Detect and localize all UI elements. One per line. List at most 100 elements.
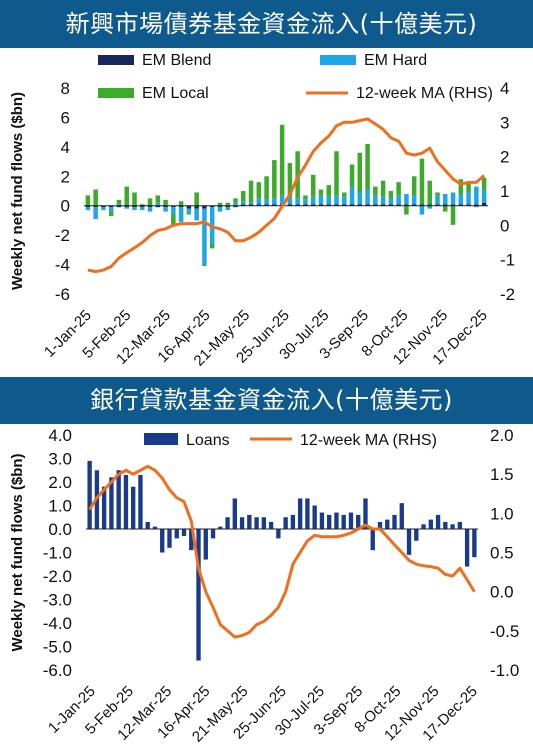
em-local-bar xyxy=(272,160,277,199)
loans-bar xyxy=(327,514,332,529)
em-blend-bar xyxy=(349,204,355,206)
em-hard-bar xyxy=(373,195,378,205)
em-hard-bar xyxy=(116,204,122,206)
em-blend-bar xyxy=(295,204,300,206)
em-hard-bar xyxy=(334,195,339,205)
em-hard-bar xyxy=(318,195,324,205)
y-tick-label: 2 xyxy=(61,167,70,186)
em-blend-bar xyxy=(396,204,401,206)
em-local-bar xyxy=(163,199,168,206)
y-axis-label: Weekly net fund flows ($bn) xyxy=(9,453,26,651)
em-hard-bar xyxy=(85,207,91,211)
y2-tick-label: 2.0 xyxy=(490,426,514,445)
em-hard-bar xyxy=(202,208,207,265)
loans-bar xyxy=(131,486,136,529)
em-blend-bar xyxy=(481,202,487,206)
em-local-bar xyxy=(217,202,223,206)
loans-bar xyxy=(232,498,237,529)
em-hard-bar xyxy=(365,189,370,205)
em-hard-bar xyxy=(326,196,331,205)
em-blend-bar xyxy=(303,204,308,206)
em-blend-bar xyxy=(310,204,316,206)
loans-bar xyxy=(377,521,383,529)
em-blend-bar xyxy=(256,204,262,206)
em-local-bar xyxy=(411,176,417,196)
loans-bar xyxy=(181,529,187,537)
em-local-bar xyxy=(186,213,192,215)
loans-bar xyxy=(225,517,230,529)
em-blend-bar xyxy=(233,205,238,208)
y-tick-label: -2 xyxy=(55,226,70,245)
em-local-bar xyxy=(140,204,145,206)
em-local-bar xyxy=(443,205,448,212)
loans-bar xyxy=(392,514,397,529)
loans-bar xyxy=(254,517,259,529)
em-blend-bar xyxy=(178,205,184,208)
loans-bar xyxy=(276,529,281,539)
loans-bar xyxy=(472,529,477,558)
em-local-bar xyxy=(248,180,254,203)
y-tick-label: 4.0 xyxy=(48,426,72,445)
em-blend-bar xyxy=(241,204,246,206)
em-hard-bar xyxy=(194,208,199,221)
em-hard-bar xyxy=(303,199,308,205)
em-hard-bar xyxy=(155,202,161,206)
y2-tick-label: -1.0 xyxy=(490,661,519,680)
em-local-bar xyxy=(404,205,409,215)
loans-bar xyxy=(414,529,419,541)
em-blend-bar xyxy=(435,204,440,206)
y-tick-label: 3.0 xyxy=(48,450,72,469)
em-blend-bar xyxy=(194,205,199,209)
em-hard-bar xyxy=(411,195,417,205)
ma-line xyxy=(88,464,476,639)
loans-bar xyxy=(218,526,223,529)
legend-ma-label: 12-week MA (RHS) xyxy=(356,85,493,102)
loans-bar xyxy=(443,521,448,529)
loans-bar xyxy=(356,514,361,529)
legend-loans-label: Loans xyxy=(186,432,230,449)
em-blend-bar xyxy=(342,204,347,206)
em-local-bar xyxy=(256,182,262,199)
em-local-bar xyxy=(380,180,386,197)
em-hard-bar xyxy=(108,207,114,212)
em-blend-bar xyxy=(272,204,277,206)
loans-bar xyxy=(196,529,201,661)
y2-tick-label: 4 xyxy=(500,79,509,98)
loans-bar xyxy=(457,521,463,529)
em-blend-bar xyxy=(186,205,192,209)
legend-loans-swatch xyxy=(144,433,178,445)
em-local-bar xyxy=(396,182,401,196)
em-blend-bar xyxy=(108,205,114,208)
em-blend-bar xyxy=(318,204,324,206)
y2-tick-label: -1 xyxy=(500,251,515,270)
legend-em-hard-swatch xyxy=(320,55,356,65)
em-hard-bar xyxy=(140,207,145,211)
em-hard-bar xyxy=(474,186,479,205)
em-hard-bar xyxy=(217,207,223,212)
loans-bar xyxy=(464,529,470,567)
em-blend-bar xyxy=(474,204,479,206)
em-hard-bar xyxy=(349,186,355,205)
em-blend-bar xyxy=(373,204,378,206)
y2-tick-label: -2 xyxy=(500,285,515,304)
em-blend-bar xyxy=(217,205,223,208)
y-tick-label: -6.0 xyxy=(43,661,72,680)
em-blend-bar xyxy=(404,204,409,206)
y2-tick-label: 1.5 xyxy=(490,465,514,484)
em-hard-bar xyxy=(380,196,386,205)
em-local-bar xyxy=(194,192,199,206)
loans-bar xyxy=(152,526,158,529)
em-local-bar xyxy=(147,198,153,206)
em-hard-bar xyxy=(233,202,238,206)
loans-bar xyxy=(348,512,354,529)
em-local-bar xyxy=(458,179,464,194)
em-hard-bar xyxy=(147,207,153,212)
y-tick-label: -3.0 xyxy=(43,591,72,610)
em-blend-bar xyxy=(380,204,386,206)
em-blend-bar xyxy=(147,205,153,208)
ma-line xyxy=(87,117,486,274)
em-local-bar xyxy=(93,189,98,206)
chart-2-banner-title: 銀行貸款基金資金流入(十億美元) xyxy=(0,377,533,424)
loans-bar xyxy=(116,470,121,529)
em-blend-bar xyxy=(124,205,129,208)
